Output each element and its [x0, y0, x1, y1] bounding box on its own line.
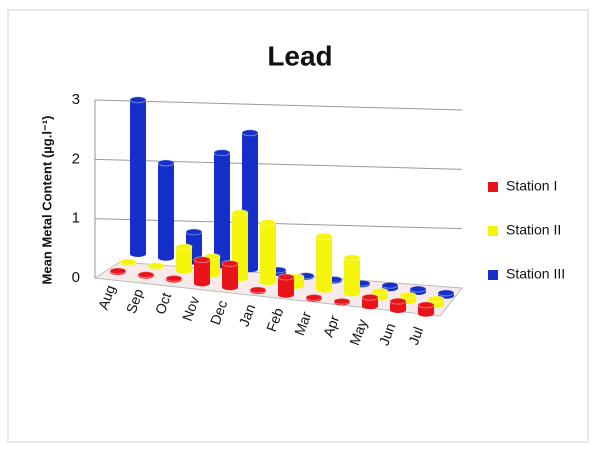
bar-top	[315, 232, 333, 240]
x-tick-label: Jan	[236, 302, 259, 329]
bar-top	[165, 274, 183, 282]
grid-line	[94, 99, 463, 111]
bar-top	[129, 96, 147, 104]
bar-base	[418, 310, 434, 317]
grid-line	[94, 218, 463, 230]
bar-base	[278, 291, 294, 298]
bar-top	[193, 256, 211, 264]
bar	[278, 277, 294, 295]
bar-top	[157, 159, 175, 167]
bar-top	[119, 258, 137, 266]
y-tick-label: 2	[72, 150, 80, 167]
legend-swatch	[488, 270, 498, 280]
bar-top	[109, 267, 127, 275]
bar-base	[390, 307, 406, 313]
x-tick-label: Jun	[376, 321, 399, 348]
y-axis-label: Mean Metal Content (µg.l⁻¹)	[39, 116, 54, 285]
y-tick-label: 1	[72, 210, 80, 227]
bar-top	[305, 293, 323, 301]
bar-top	[409, 285, 427, 293]
legend-label: Station II	[506, 222, 561, 238]
bar-base	[176, 267, 192, 274]
bar-top	[221, 259, 239, 267]
bar	[194, 259, 210, 284]
bar-base	[260, 279, 276, 285]
bar	[390, 301, 406, 310]
bar	[130, 99, 146, 254]
grid-line	[94, 158, 463, 170]
bar-top	[399, 291, 417, 299]
bar-top	[277, 273, 295, 281]
bar-top	[241, 129, 259, 137]
bar-base	[316, 286, 332, 293]
bar	[214, 152, 230, 266]
bar	[158, 162, 174, 258]
bar-top	[417, 301, 435, 309]
x-tick-label: Oct	[152, 290, 175, 316]
bar	[418, 304, 434, 314]
y-tick-label: 0	[72, 269, 80, 286]
bar-top	[175, 243, 193, 251]
bar-base	[362, 303, 378, 310]
bar-top	[249, 286, 267, 294]
bar-top	[147, 262, 165, 270]
bar-top	[213, 149, 231, 157]
bar-base	[344, 290, 360, 297]
bar	[260, 222, 276, 282]
bar	[362, 297, 378, 307]
legend-label: Station III	[506, 266, 565, 282]
bar	[176, 246, 192, 271]
bar-base	[194, 280, 210, 287]
bar-top	[259, 219, 277, 227]
bar-base	[222, 284, 238, 291]
bar-top	[427, 295, 445, 303]
bar-top	[137, 271, 155, 279]
x-tick-label: Apr	[320, 313, 343, 339]
bar-top	[185, 228, 203, 236]
bar	[316, 236, 332, 290]
legend-swatch	[488, 182, 498, 192]
chart-title: Lead	[267, 40, 332, 71]
bar	[344, 257, 360, 294]
bar-top	[333, 297, 351, 305]
bar-top	[361, 293, 379, 301]
bar	[222, 263, 238, 288]
bar-base	[158, 254, 174, 261]
y-tick-label: 3	[72, 91, 80, 108]
legend-swatch	[488, 226, 498, 236]
bar	[288, 276, 304, 286]
legend-label: Station I	[506, 178, 557, 194]
bar-top	[231, 209, 249, 217]
bar-base	[130, 251, 146, 257]
x-tick-label: Mar	[291, 309, 314, 337]
bar-top	[437, 289, 455, 297]
bar-top	[389, 297, 407, 305]
bar-top	[381, 281, 399, 289]
x-tick-label: Feb	[263, 305, 286, 333]
bar-top	[371, 287, 389, 295]
bar-top	[343, 254, 361, 262]
x-tick-label: Jul	[405, 325, 426, 347]
